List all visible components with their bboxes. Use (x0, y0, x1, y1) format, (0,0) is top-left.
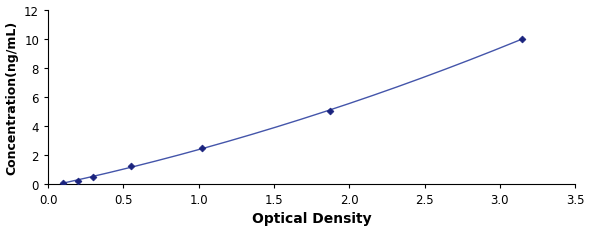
Y-axis label: Concentration(ng/mL): Concentration(ng/mL) (5, 21, 18, 174)
X-axis label: Optical Density: Optical Density (252, 212, 372, 225)
